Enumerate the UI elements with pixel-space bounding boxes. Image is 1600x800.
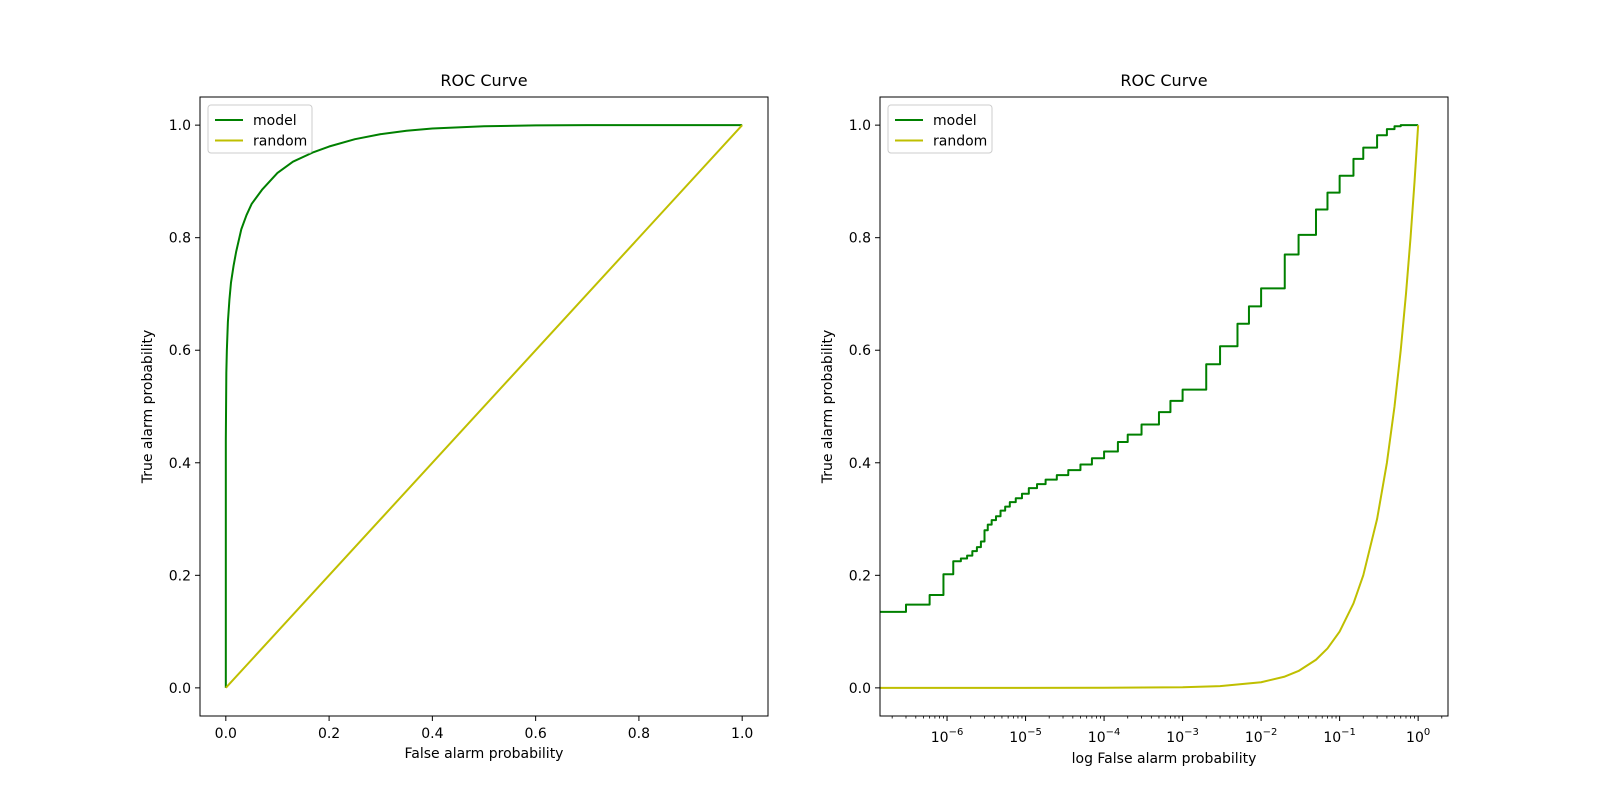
x-tick-label: 10−1 <box>1323 727 1356 746</box>
y-tick-label: 0.0 <box>849 681 871 697</box>
legend-label-model: model <box>933 113 977 129</box>
legend-label-model: model <box>253 113 297 129</box>
y-tick-label: 1.0 <box>849 118 871 134</box>
legend-label-random: random <box>933 134 987 150</box>
legend: model random <box>887 104 993 154</box>
series-line-random <box>225 124 743 689</box>
x-axis-label: False alarm probability <box>405 746 564 762</box>
y-tick-label: 0.4 <box>849 456 871 472</box>
y-tick-label: 0.6 <box>849 343 871 359</box>
x-tick-label: 0.2 <box>318 726 340 742</box>
y-tick-label: 0.2 <box>849 568 871 584</box>
y-tick-label: 0.8 <box>169 231 191 247</box>
x-tick-label: 10−3 <box>1166 727 1199 746</box>
plot-area <box>880 124 1420 689</box>
series-line-model <box>880 124 1419 613</box>
y-tick-label: 0.2 <box>169 568 191 584</box>
x-tick-label: 10−2 <box>1245 727 1278 746</box>
x-tick-label: 100 <box>1406 727 1430 746</box>
x-tick-label: 10−6 <box>931 727 964 746</box>
x-tick-label: 10−4 <box>1088 727 1121 746</box>
y-tick-label: 0.6 <box>169 343 191 359</box>
y-tick-label: 0.0 <box>169 681 191 697</box>
x-tick-label: 0.8 <box>628 726 650 742</box>
y-axis-label: True alarm probability <box>140 330 156 485</box>
y-axis-label: True alarm probability <box>820 330 836 485</box>
x-tick-label: 10−5 <box>1009 727 1042 746</box>
y-tick-label: 0.4 <box>169 456 191 472</box>
x-axis-label: log False alarm probability <box>1072 751 1257 767</box>
y-tick-label: 0.8 <box>849 231 871 247</box>
series-line-model <box>224 124 743 688</box>
series-line-random <box>880 125 1420 689</box>
x-tick-label: 0.0 <box>215 726 237 742</box>
chart-2: 10−6 10−5 10−4 10−3 10−2 10−1 100 0.0 0.2 0.4 0.6 0… <box>820 71 1449 767</box>
legend: model random <box>207 104 313 154</box>
axes-frame <box>879 96 1449 717</box>
y-tick-label: 1.0 <box>169 118 191 134</box>
x-tick-label: 1.0 <box>731 726 753 742</box>
chart-title: ROC Curve <box>440 71 527 90</box>
axes-frame <box>199 96 769 717</box>
legend-label-random: random <box>253 134 307 150</box>
x-tick-label: 0.4 <box>421 726 443 742</box>
plot-area <box>224 124 743 689</box>
chart-1: 0.0 0.2 0.4 0.6 0.8 1.0 0.0 0.2 0.4 0.6 0.8 1.0 ROC … <box>140 71 769 762</box>
chart-title: ROC Curve <box>1120 71 1207 90</box>
x-tick-label: 0.6 <box>525 726 547 742</box>
